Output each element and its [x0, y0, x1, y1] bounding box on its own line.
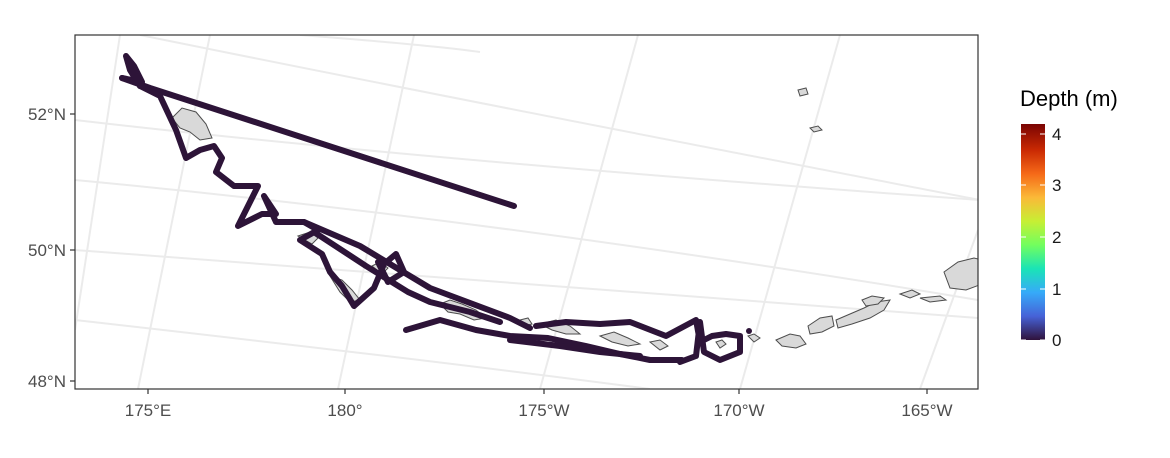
- lat-label-48n: 48°N: [28, 372, 66, 391]
- parallel-50n: [75, 249, 978, 319]
- axis-ticks: [70, 113, 928, 394]
- lat-label-50n: 50°N: [28, 241, 66, 260]
- island-unalaska: [648, 339, 669, 351]
- legend-label-1: 1: [1052, 280, 1061, 299]
- track-mid-loop: [311, 229, 503, 325]
- island-pribilof-b: [809, 125, 823, 133]
- meridian-170w: [739, 35, 841, 389]
- legend-ticks: [1021, 133, 1045, 341]
- island-alaska-peninsula-3: [861, 295, 886, 307]
- island-alaska-peninsula-2: [835, 299, 891, 329]
- legend-title: Depth (m): [1020, 86, 1118, 111]
- island-unimak-a: [715, 339, 727, 349]
- track-eastern-loops: [533, 317, 743, 365]
- vessel-track: [119, 53, 743, 365]
- island-alaska-peninsula-1: [807, 315, 835, 335]
- island-unimak-b: [747, 333, 761, 343]
- longitude-axis: 175°E 180° 175°W 170°W 165°W: [125, 401, 953, 420]
- island-mainland: [943, 257, 978, 291]
- parallel-top: [299, 35, 481, 53]
- lon-label-170w: 170°W: [713, 401, 764, 420]
- depth-legend: Depth (m) 4 3 2 1 0: [1020, 86, 1118, 350]
- parallel-53n: [139, 35, 978, 201]
- lat-label-52n: 52°N: [28, 105, 66, 124]
- legend-label-2: 2: [1052, 228, 1061, 247]
- latitude-axis: 52°N 50°N 48°N: [28, 105, 66, 391]
- legend-colorbar: [1021, 124, 1045, 340]
- track-south-return: [507, 337, 643, 359]
- parallel-49n: [75, 319, 651, 389]
- legend-label-3: 3: [1052, 176, 1061, 195]
- lon-label-175w: 175°W: [518, 401, 569, 420]
- station-point: [746, 328, 752, 334]
- island-alaska-peninsula-5: [919, 295, 948, 303]
- lon-label-175e: 175°E: [125, 401, 172, 420]
- track-central-loop: [301, 219, 533, 331]
- meridian-165w: [919, 229, 978, 389]
- parallel-51n: [75, 179, 978, 301]
- island-sanak-a: [775, 333, 807, 349]
- island-pribilof-a: [797, 87, 809, 97]
- legend-label-4: 4: [1052, 125, 1061, 144]
- map-panel: [75, 35, 978, 389]
- lon-label-165w: 165°W: [901, 401, 952, 420]
- panel-border: [74, 34, 979, 390]
- meridian-175e: [137, 35, 211, 389]
- island-umnak: [598, 331, 642, 347]
- island-attu: [171, 107, 213, 141]
- island-alaska-peninsula-4: [898, 289, 922, 299]
- legend-label-0: 0: [1052, 331, 1061, 350]
- track-north-tip: [119, 53, 145, 89]
- lon-label-180: 180°: [327, 401, 362, 420]
- track-western-survey: [137, 83, 407, 309]
